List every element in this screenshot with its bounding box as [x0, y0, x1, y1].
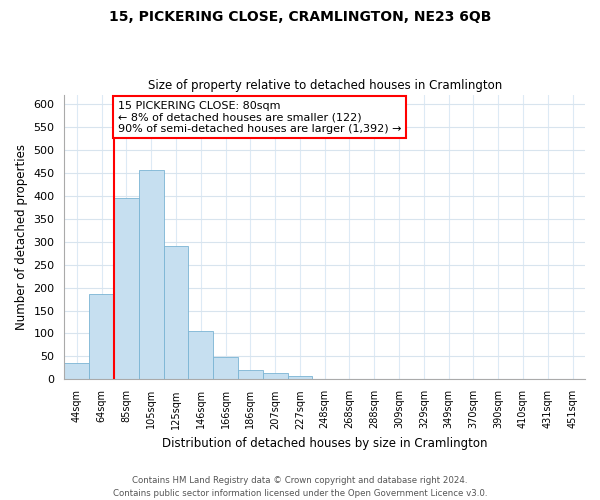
Y-axis label: Number of detached properties: Number of detached properties	[15, 144, 28, 330]
Text: 15, PICKERING CLOSE, CRAMLINGTON, NE23 6QB: 15, PICKERING CLOSE, CRAMLINGTON, NE23 6…	[109, 10, 491, 24]
Bar	[263, 372, 287, 380]
Bar	[64, 364, 89, 380]
Bar	[313, 378, 337, 380]
Bar	[89, 294, 114, 380]
Title: Size of property relative to detached houses in Cramlington: Size of property relative to detached ho…	[148, 79, 502, 92]
Bar	[164, 246, 188, 380]
X-axis label: Distribution of detached houses by size in Cramlington: Distribution of detached houses by size …	[162, 437, 487, 450]
Bar	[287, 376, 313, 380]
Text: Contains HM Land Registry data © Crown copyright and database right 2024.
Contai: Contains HM Land Registry data © Crown c…	[113, 476, 487, 498]
Bar	[213, 358, 238, 380]
Bar	[139, 170, 164, 380]
Text: 15 PICKERING CLOSE: 80sqm
← 8% of detached houses are smaller (122)
90% of semi-: 15 PICKERING CLOSE: 80sqm ← 8% of detach…	[118, 100, 401, 134]
Bar	[188, 331, 213, 380]
Bar	[238, 370, 263, 380]
Bar	[114, 198, 139, 380]
